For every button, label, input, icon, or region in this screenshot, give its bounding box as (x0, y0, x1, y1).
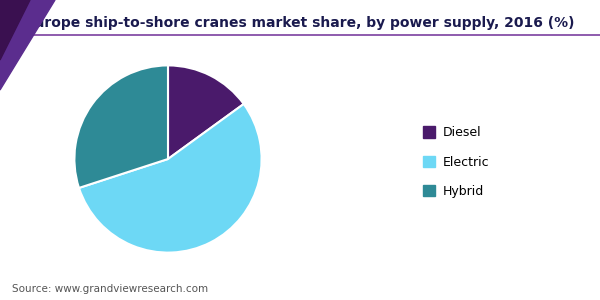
Wedge shape (79, 104, 262, 253)
Legend: Diesel, Electric, Hybrid: Diesel, Electric, Hybrid (418, 121, 494, 203)
Wedge shape (74, 65, 168, 188)
Polygon shape (0, 0, 55, 90)
Text: Source: www.grandviewresearch.com: Source: www.grandviewresearch.com (12, 284, 208, 294)
Text: Europe ship-to-shore cranes market share, by power supply, 2016 (%): Europe ship-to-shore cranes market share… (25, 16, 575, 31)
Polygon shape (0, 0, 30, 60)
Wedge shape (168, 65, 244, 159)
